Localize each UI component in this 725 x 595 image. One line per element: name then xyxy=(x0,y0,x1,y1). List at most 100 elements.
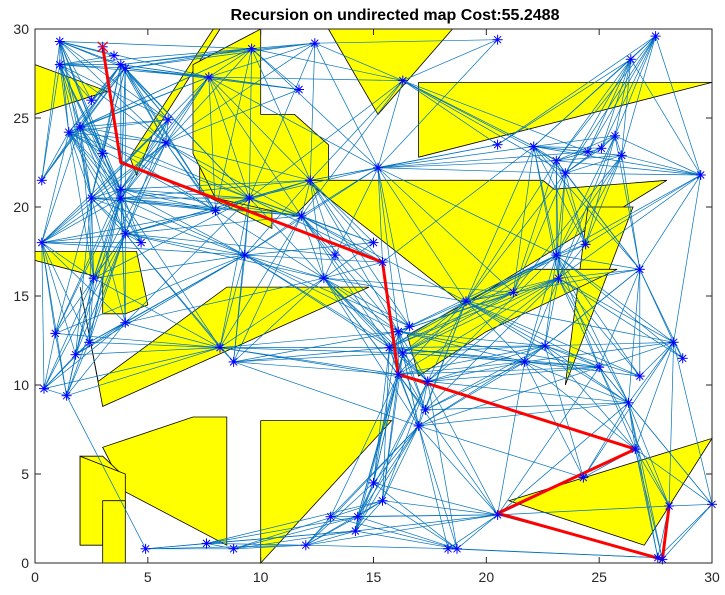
edge-359 xyxy=(558,135,616,279)
edge-539 xyxy=(634,449,659,558)
edge-371 xyxy=(585,174,701,245)
edge-258 xyxy=(244,167,379,256)
node-82 xyxy=(228,356,239,367)
edge-83 xyxy=(68,132,92,199)
y-tick-label-6: 30 xyxy=(13,21,29,37)
edge-22 xyxy=(59,64,70,133)
edge-184 xyxy=(165,42,315,144)
edge-305 xyxy=(587,59,632,152)
edge-324 xyxy=(533,146,602,149)
edge-389 xyxy=(233,347,390,363)
node-10 xyxy=(36,175,47,186)
edge-272 xyxy=(301,80,404,217)
node-23 xyxy=(309,38,320,49)
edge-328 xyxy=(465,146,535,302)
edge-5 xyxy=(59,41,92,101)
edge-485 xyxy=(524,361,636,450)
edge-518 xyxy=(219,347,399,375)
edge-162 xyxy=(75,233,126,355)
edge-478 xyxy=(599,341,674,368)
edge-621 xyxy=(89,322,126,343)
start-marker xyxy=(97,41,109,53)
node-57 xyxy=(668,337,679,348)
edge-261 xyxy=(244,254,399,332)
edge-537 xyxy=(634,448,670,507)
edge-599 xyxy=(93,277,221,348)
edge-527 xyxy=(330,425,419,517)
edge-92 xyxy=(68,76,209,133)
edge-425 xyxy=(465,277,559,302)
node-48 xyxy=(393,326,404,337)
edge-127 xyxy=(120,188,302,217)
edge-614 xyxy=(66,342,90,396)
edge-475 xyxy=(583,342,674,478)
edge-347 xyxy=(565,148,602,174)
edge-401 xyxy=(397,331,426,411)
node-30 xyxy=(296,210,307,221)
node-64 xyxy=(420,404,431,415)
edge-336 xyxy=(556,135,616,162)
node-43 xyxy=(596,143,607,154)
edge-620 xyxy=(88,278,95,343)
node-39 xyxy=(551,155,562,166)
edge-80 xyxy=(79,126,216,211)
edge-491 xyxy=(544,345,629,404)
edge-474 xyxy=(634,342,674,450)
edge-151 xyxy=(125,233,336,256)
edge-236 xyxy=(323,277,467,302)
node-85 xyxy=(201,538,212,549)
node-60 xyxy=(540,340,550,351)
edge-408 xyxy=(402,301,467,354)
node-14 xyxy=(36,237,47,248)
edge-176 xyxy=(75,198,122,355)
edge-146 xyxy=(125,233,142,243)
edge-99 xyxy=(41,197,92,243)
edge-76 xyxy=(80,119,169,128)
edge-507 xyxy=(497,402,629,516)
edge-252 xyxy=(219,198,250,348)
edge-209 xyxy=(314,42,403,81)
edge-512 xyxy=(398,374,498,516)
node-81 xyxy=(215,342,225,353)
edge-605 xyxy=(66,395,146,549)
edge-612 xyxy=(54,333,67,396)
edge-299 xyxy=(377,167,514,293)
node-35 xyxy=(625,54,636,65)
edge-155 xyxy=(125,233,245,256)
edge-82 xyxy=(41,132,70,181)
edge-264 xyxy=(219,255,246,348)
edge-254 xyxy=(93,197,250,279)
node-87 xyxy=(61,390,72,401)
edge-241 xyxy=(219,277,325,348)
edge-130 xyxy=(93,189,122,279)
edge-177 xyxy=(88,198,122,343)
edge-619 xyxy=(75,322,126,355)
edge-23 xyxy=(41,64,61,181)
edge-455 xyxy=(556,254,683,359)
edge-377 xyxy=(389,301,467,348)
edge-207 xyxy=(309,43,316,181)
edge-428 xyxy=(465,268,640,302)
y-tick-label-5: 25 xyxy=(13,110,29,126)
node-91 xyxy=(88,273,99,284)
edge-350 xyxy=(465,172,566,302)
edge-364 xyxy=(513,155,622,293)
node-16 xyxy=(136,237,147,248)
edge-511 xyxy=(397,374,419,427)
edge-147 xyxy=(120,198,126,234)
edge-568 xyxy=(382,500,458,550)
edge-314 xyxy=(587,35,656,152)
node-92 xyxy=(120,317,131,328)
edge-295 xyxy=(377,167,383,263)
edge-448 xyxy=(398,277,559,375)
edge-297 xyxy=(377,167,410,327)
edge-372 xyxy=(639,174,701,270)
edge-125 xyxy=(120,188,216,211)
edge-178 xyxy=(93,197,122,279)
edge-598 xyxy=(89,341,221,348)
node-55 xyxy=(580,239,591,250)
edge-122 xyxy=(120,76,210,190)
edge-447 xyxy=(558,278,629,403)
edge-69 xyxy=(79,126,122,190)
edge-284 xyxy=(402,80,498,145)
